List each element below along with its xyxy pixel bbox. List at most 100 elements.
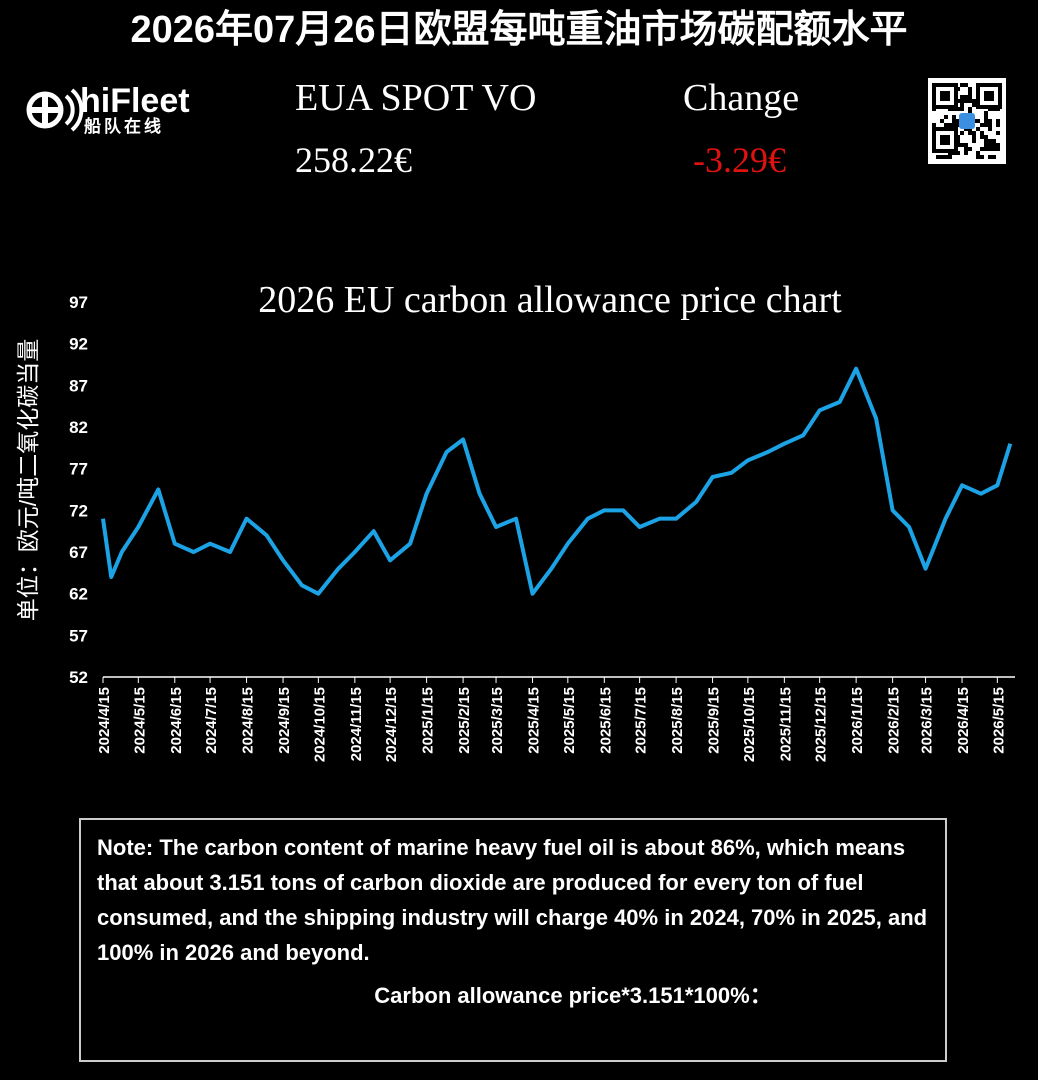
qr-cell <box>980 155 984 159</box>
qr-cell <box>988 143 992 147</box>
qr-cell <box>964 147 968 151</box>
qr-cell <box>940 155 944 159</box>
qr-cell <box>976 151 980 155</box>
qr-cell <box>988 119 992 123</box>
qr-cell <box>960 83 964 87</box>
qr-cell <box>964 99 968 103</box>
qr-cell <box>956 123 960 127</box>
qr-cell <box>960 143 964 147</box>
y-tick-label: 97 <box>69 293 88 312</box>
qr-cell <box>960 131 964 135</box>
x-tick-label: 2025/9/15 <box>706 687 723 754</box>
x-tick-label: 2024/9/15 <box>276 687 293 754</box>
y-axis-label: 单位：欧元/吨二氧化碳当量 <box>15 339 41 621</box>
qr-cell <box>988 127 992 131</box>
qr-cell <box>972 139 976 143</box>
qr-cell <box>968 131 972 135</box>
qr-cell <box>988 155 992 159</box>
qr-cell <box>992 155 996 159</box>
qr-cell <box>984 119 988 123</box>
logo-name: hiFleet <box>80 82 190 120</box>
logo: hiFleet 船队在线 <box>26 82 190 136</box>
qr-finder <box>940 135 950 145</box>
note-formula: Carbon allowance price*3.151*100%： <box>374 983 772 1008</box>
qr-cell <box>952 123 956 127</box>
qr-cell <box>944 115 948 119</box>
qr-cell <box>940 119 944 123</box>
qr-cell <box>992 143 996 147</box>
x-tick-label: 2026/2/15 <box>886 687 903 754</box>
qr-cell <box>932 123 936 127</box>
qr-cell <box>960 95 964 99</box>
note-box: Note: The carbon content of marine heavy… <box>79 818 947 1062</box>
x-tick-label: 2024/12/15 <box>383 687 400 762</box>
qr-cell <box>944 155 948 159</box>
qr-cell <box>988 123 992 127</box>
qr-cell <box>956 119 960 123</box>
qr-cell <box>964 143 968 147</box>
x-tick-label: 2025/8/15 <box>669 687 686 754</box>
qr-finder <box>940 91 950 101</box>
qr-cell <box>968 95 972 99</box>
x-tick-label: 2026/5/15 <box>990 687 1007 754</box>
y-tick-label: 82 <box>69 418 88 437</box>
x-tick-label: 2024/10/15 <box>311 687 328 762</box>
y-tick-label: 92 <box>69 335 88 354</box>
qr-cell <box>944 123 948 127</box>
qr-cell <box>936 155 940 159</box>
qr-cell <box>948 155 952 159</box>
x-tick-label: 2025/12/15 <box>813 687 830 762</box>
x-tick-label: 2026/1/15 <box>849 687 866 754</box>
qr-cell <box>972 131 976 135</box>
logo-subtitle: 船队在线 <box>84 116 164 136</box>
page-title: 2026年07月26日欧盟每吨重油市场碳配额水平 <box>130 9 907 51</box>
qr-cell <box>984 139 988 143</box>
y-tick-label: 52 <box>69 668 88 687</box>
qr-cell <box>996 147 1000 151</box>
qr-cell <box>968 107 972 111</box>
qr-cell <box>968 99 972 103</box>
x-tick-label: 2025/2/15 <box>456 687 473 754</box>
qr-cell <box>964 83 968 87</box>
x-tick-label: 2025/1/15 <box>420 687 437 754</box>
qr-cell <box>996 143 1000 147</box>
qr-cell <box>964 151 968 155</box>
x-tick-label: 2025/3/15 <box>489 687 506 754</box>
qr-cell <box>988 147 992 151</box>
x-tick-label: 2025/10/15 <box>741 687 758 762</box>
qr-cell <box>996 123 1000 127</box>
qr-cell <box>960 107 964 111</box>
qr-cell <box>968 87 972 91</box>
qr-cell <box>960 99 964 103</box>
qr-cell <box>984 115 988 119</box>
qr-cell <box>976 155 980 159</box>
qr-cell <box>980 135 984 139</box>
price-label: EUA SPOT VO <box>295 77 536 119</box>
change-label: Change <box>683 77 799 119</box>
qr-cell <box>984 143 988 147</box>
qr-cell <box>984 147 988 151</box>
qr-cell <box>968 147 972 151</box>
qr-cell <box>964 95 968 99</box>
qr-cell <box>992 139 996 143</box>
x-tick-label: 2025/7/15 <box>633 687 650 754</box>
qr-cell <box>952 119 956 123</box>
chart: 2026年07月26日欧盟每吨重油市场碳配额水平 hiFleet 船队在线 EU… <box>15 9 1015 762</box>
price-line <box>101 366 1013 596</box>
qr-finder <box>984 91 994 101</box>
qr-cell <box>992 147 996 151</box>
qr-cell <box>976 119 980 123</box>
qr-cell <box>980 123 984 127</box>
qr-cell <box>952 115 956 119</box>
y-tick-label: 62 <box>69 585 88 604</box>
y-tick-label: 87 <box>69 376 88 395</box>
x-tick-label: 2025/5/15 <box>561 687 578 754</box>
chart-title: 2026 EU carbon allowance price chart <box>258 279 842 321</box>
x-tick-label: 2024/8/15 <box>240 687 257 754</box>
qr-cell <box>972 99 976 103</box>
x-tick-label: 2024/6/15 <box>168 687 185 754</box>
qr-cell <box>988 139 992 143</box>
qr-cell <box>972 135 976 139</box>
qr-cell <box>984 111 988 115</box>
